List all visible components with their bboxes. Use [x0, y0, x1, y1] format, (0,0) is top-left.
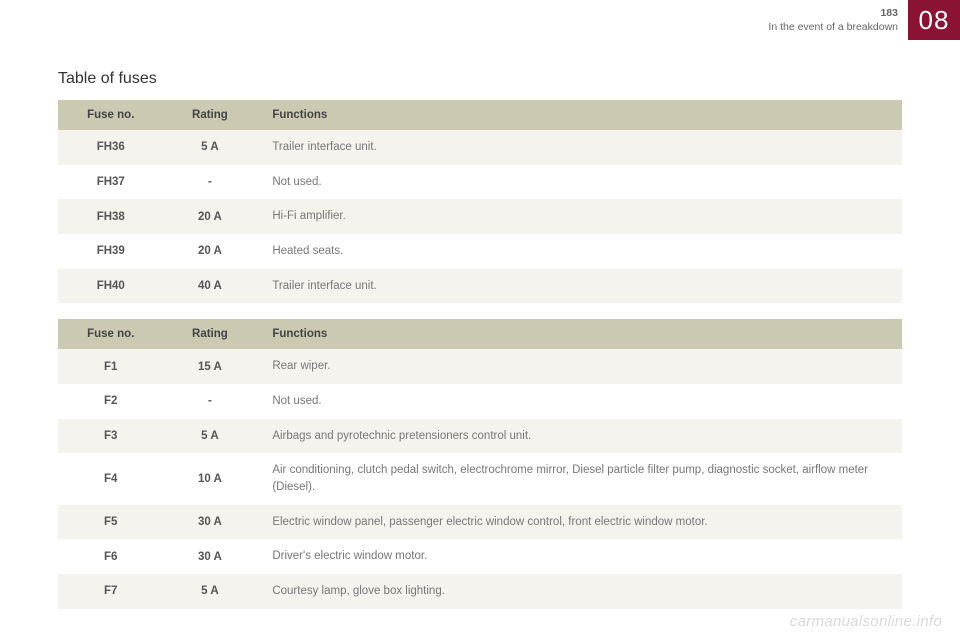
table-row: FH3820 AHi-Fi amplifier.: [58, 199, 902, 234]
col-header-rating: Rating: [164, 100, 257, 130]
cell-fuse-no: FH39: [58, 234, 164, 269]
watermark: carmanualsonline.info: [790, 613, 942, 630]
table-row: FH37-Not used.: [58, 165, 902, 200]
table-row: FH4040 ATrailer interface unit.: [58, 269, 902, 304]
cell-fuse-no: F4: [58, 453, 164, 504]
cell-rating: -: [164, 165, 257, 200]
cell-function: Trailer interface unit.: [256, 269, 902, 304]
cell-function: Courtesy lamp, glove box lighting.: [256, 574, 902, 609]
cell-rating: 15 A: [164, 349, 257, 384]
table-row: F2-Not used.: [58, 384, 902, 419]
cell-rating: 20 A: [164, 234, 257, 269]
cell-rating: 5 A: [164, 574, 257, 609]
cell-function: Hi-Fi amplifier.: [256, 199, 902, 234]
cell-fuse-no: F6: [58, 539, 164, 574]
cell-function: Rear wiper.: [256, 349, 902, 384]
cell-function: Heated seats.: [256, 234, 902, 269]
col-header-functions: Functions: [256, 100, 902, 130]
table-row: F75 ACourtesy lamp, glove box lighting.: [58, 574, 902, 609]
cell-function: Air conditioning, clutch pedal switch, e…: [256, 453, 902, 504]
table-row: F35 AAirbags and pyrotechnic pretensione…: [58, 419, 902, 454]
page-title: Table of fuses: [58, 70, 902, 88]
col-header-fuse-no: Fuse no.: [58, 319, 164, 349]
cell-fuse-no: F1: [58, 349, 164, 384]
cell-rating: 20 A: [164, 199, 257, 234]
cell-rating: 5 A: [164, 130, 257, 165]
cell-function: Airbags and pyrotechnic pretensioners co…: [256, 419, 902, 454]
cell-function: Electric window panel, passenger electri…: [256, 505, 902, 540]
cell-fuse-no: FH37: [58, 165, 164, 200]
cell-rating: 30 A: [164, 539, 257, 574]
cell-fuse-no: F2: [58, 384, 164, 419]
cell-fuse-no: F5: [58, 505, 164, 540]
col-header-fuse-no: Fuse no.: [58, 100, 164, 130]
page-body: Table of fuses Fuse no. Rating Functions…: [0, 0, 960, 609]
col-header-functions: Functions: [256, 319, 902, 349]
cell-rating: -: [164, 384, 257, 419]
table-row: FH365 ATrailer interface unit.: [58, 130, 902, 165]
cell-function: Not used.: [256, 384, 902, 419]
cell-fuse-no: FH38: [58, 199, 164, 234]
cell-rating: 40 A: [164, 269, 257, 304]
cell-fuse-no: F3: [58, 419, 164, 454]
table-row: F115 ARear wiper.: [58, 349, 902, 384]
cell-rating: 5 A: [164, 419, 257, 454]
cell-function: Trailer interface unit.: [256, 130, 902, 165]
cell-fuse-no: FH40: [58, 269, 164, 304]
cell-function: Not used.: [256, 165, 902, 200]
fuse-table-2: Fuse no. Rating Functions F115 ARear wip…: [58, 319, 902, 608]
cell-rating: 10 A: [164, 453, 257, 504]
table-row: F530 AElectric window panel, passenger e…: [58, 505, 902, 540]
table-row: F410 AAir conditioning, clutch pedal swi…: [58, 453, 902, 504]
table-row: F630 ADriver's electric window motor.: [58, 539, 902, 574]
col-header-rating: Rating: [164, 319, 257, 349]
cell-fuse-no: F7: [58, 574, 164, 609]
table-row: FH3920 AHeated seats.: [58, 234, 902, 269]
fuse-table-1: Fuse no. Rating Functions FH365 ATrailer…: [58, 100, 902, 303]
cell-fuse-no: FH36: [58, 130, 164, 165]
cell-function: Driver's electric window motor.: [256, 539, 902, 574]
cell-rating: 30 A: [164, 505, 257, 540]
